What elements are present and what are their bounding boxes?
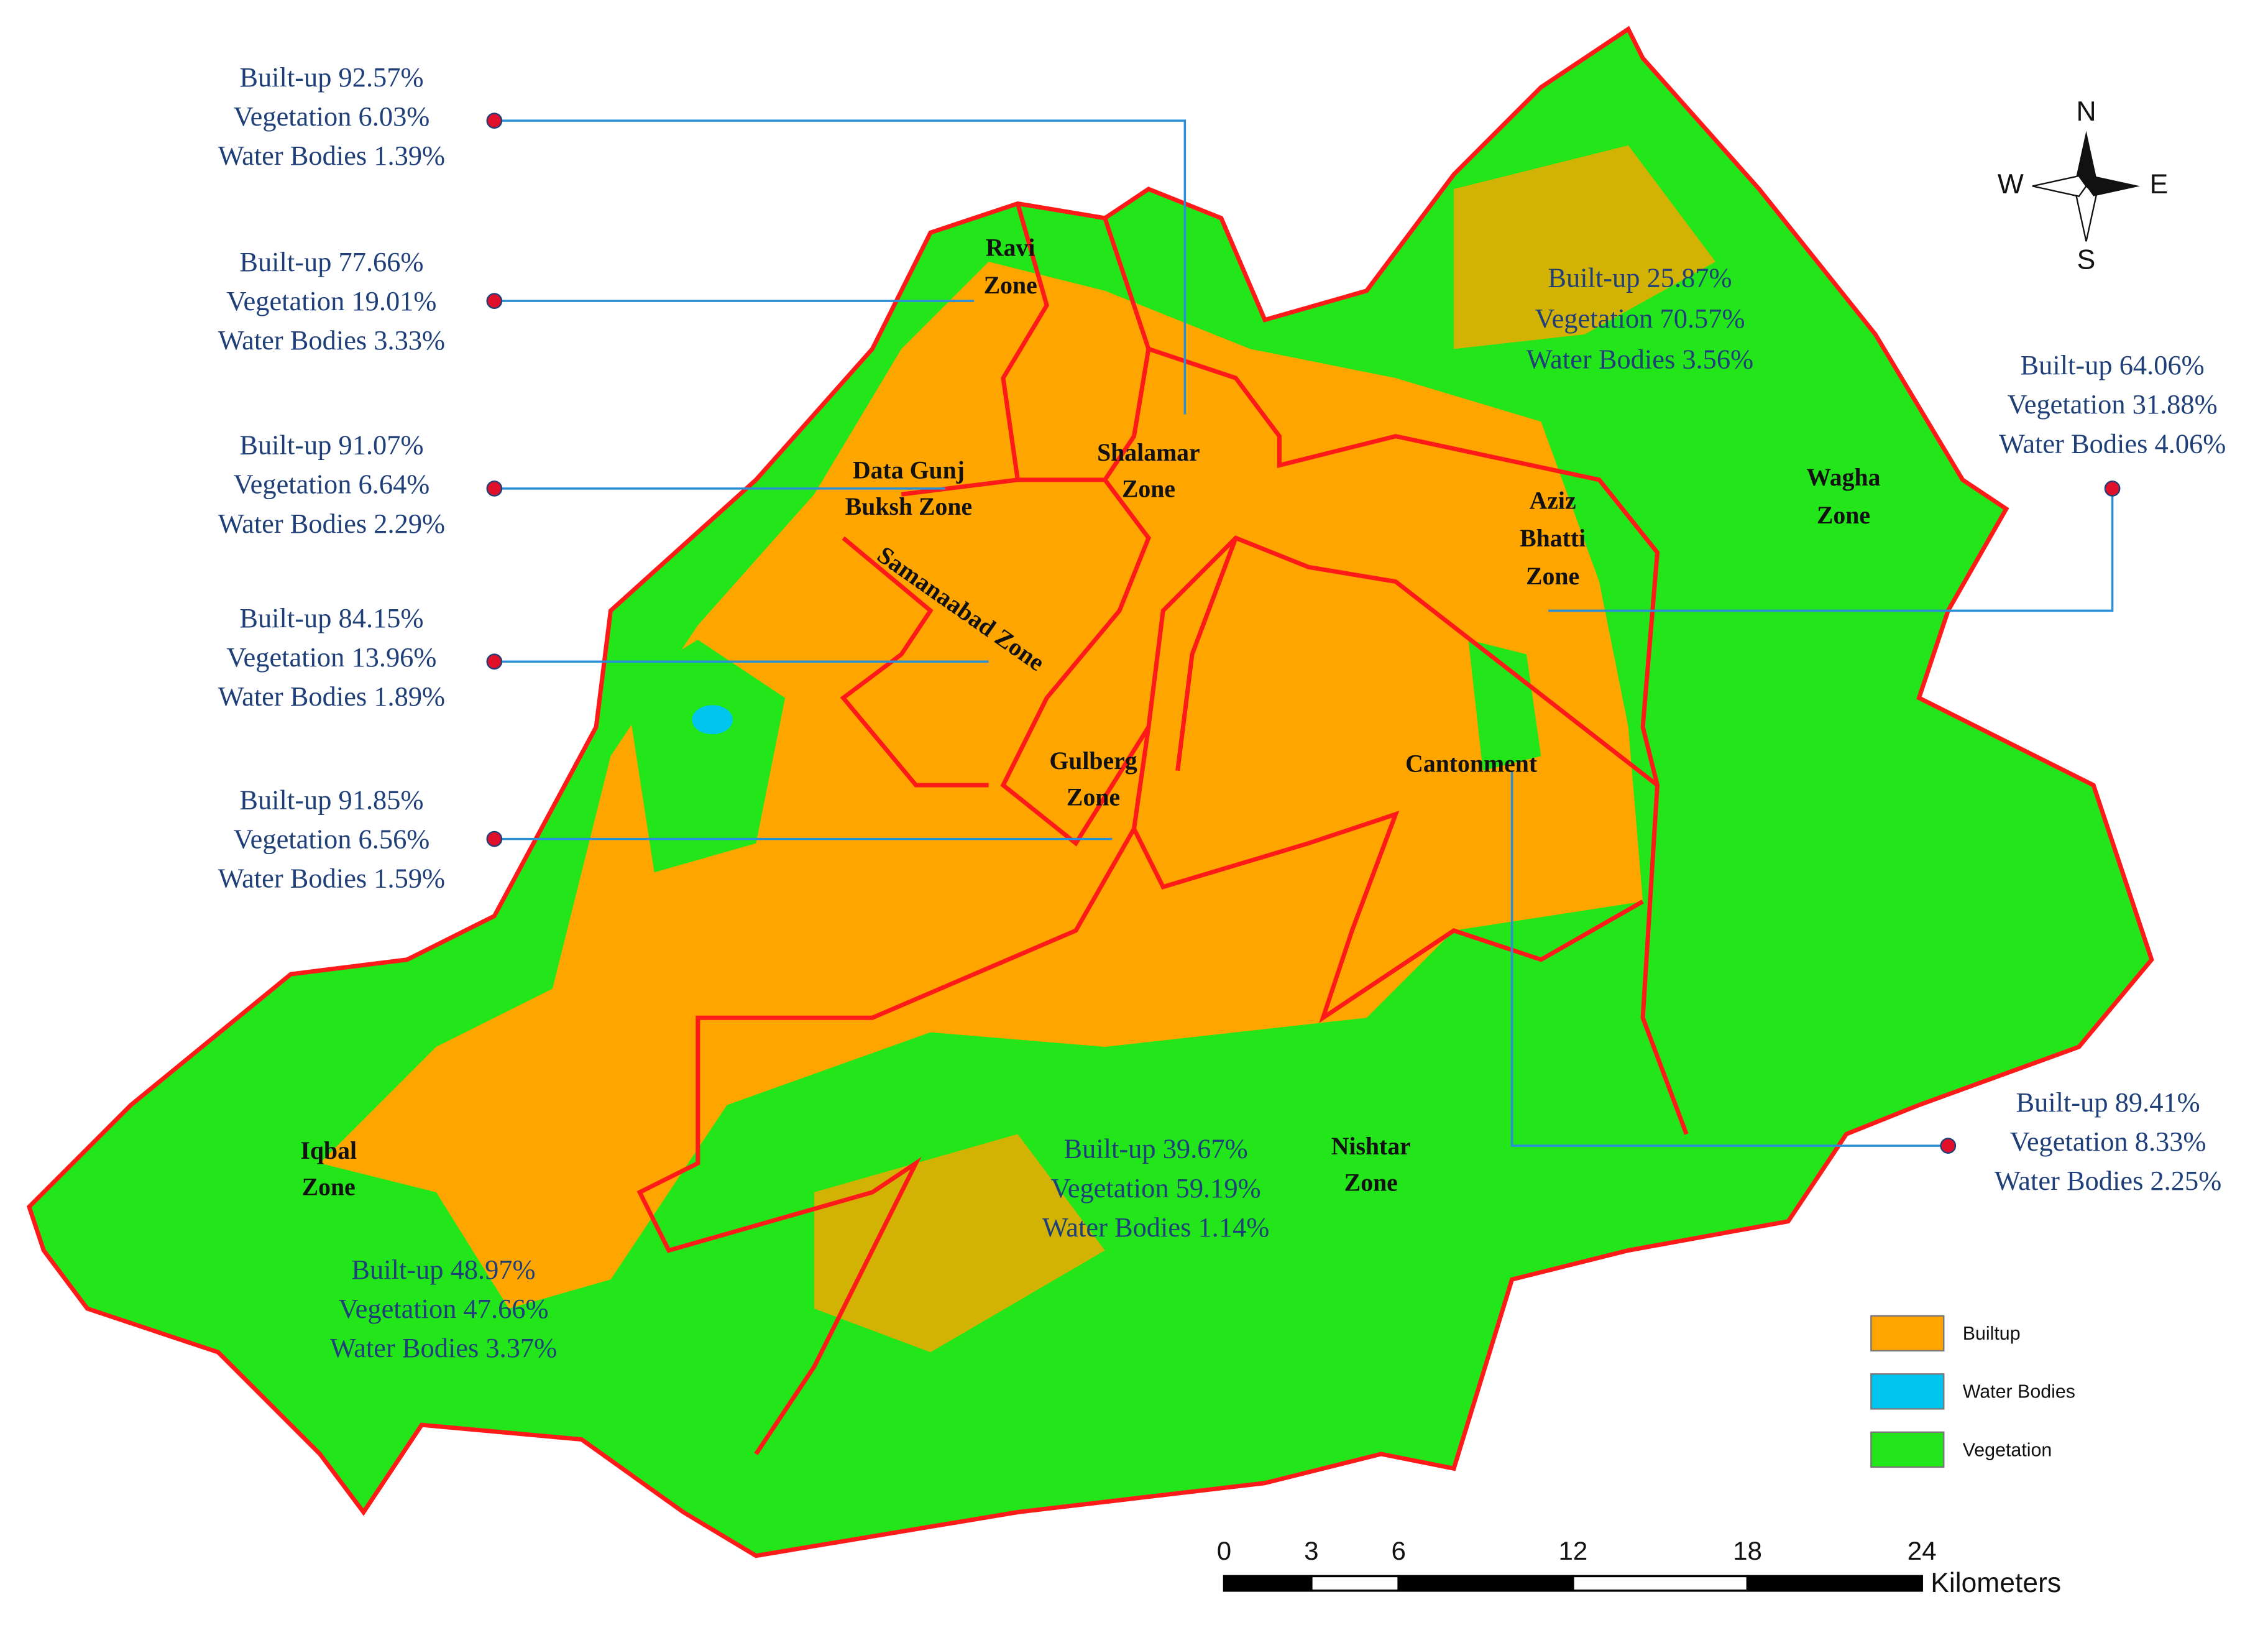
scale-tick-label: 0 (1217, 1536, 1231, 1565)
scale-segment (1572, 1575, 1749, 1592)
zone-statistic: Built-up 84.15% (239, 602, 423, 633)
zone-statistic: Vegetation 6.56% (233, 823, 429, 854)
zone-statistic: Vegetation 59.19% (1051, 1172, 1261, 1203)
legend-swatch (1870, 1315, 1945, 1352)
zone-statistic: Built-up 89.41% (2016, 1087, 2200, 1118)
zone-statistic: Water Bodies 2.25% (1995, 1165, 2221, 1196)
zone-statistic: Vegetation 8.33% (2010, 1126, 2206, 1157)
scale-unit: Kilometers (1931, 1568, 2061, 1598)
zone-statistic: Water Bodies 1.89% (218, 681, 445, 712)
vegetation-patch (1468, 640, 1541, 771)
zone-label: Zone (1526, 563, 1579, 590)
zone-label: Gulberg (1049, 747, 1137, 775)
zone-statistic: Water Bodies 3.56% (1527, 344, 1753, 375)
zone-statistic: Built-up 92.57% (239, 62, 423, 93)
leader-dots (486, 113, 2121, 1154)
compass-label: N (2076, 96, 2096, 127)
zone-label: Bhatti (1520, 525, 1586, 552)
zone-statistic: Built-up 91.85% (239, 784, 423, 815)
zone-statistic: Built-up 77.66% (239, 246, 423, 277)
scale-segment (1397, 1575, 1574, 1592)
zone-statistic: Built-up 91.07% (239, 430, 423, 461)
compass (2032, 131, 2141, 242)
zone-label: Cantonment (1405, 750, 1538, 778)
zone-statistic: Built-up 64.06% (2021, 349, 2205, 380)
zone-statistic: Water Bodies 1.14% (1042, 1212, 1269, 1243)
compass-label: E (2150, 169, 2169, 200)
legend-swatch (1870, 1431, 1945, 1468)
zone-statistic: Water Bodies 1.39% (218, 140, 445, 171)
zone-label: Iqbal (300, 1137, 357, 1164)
zone-statistic: Vegetation 19.01% (226, 285, 436, 316)
scale-tick-label: 12 (1558, 1536, 1587, 1565)
scale-tick-label: 24 (1908, 1536, 1937, 1565)
zone-label: Zone (302, 1173, 356, 1200)
water-body (692, 705, 733, 735)
zone-label: Zone (984, 272, 1037, 299)
zone-label: Zone (1122, 476, 1175, 503)
zone-label: Zone (1344, 1169, 1398, 1196)
scale-tick-label: 6 (1391, 1536, 1405, 1565)
zone-label: Zone (1067, 784, 1120, 811)
scale-tick-label: 3 (1304, 1536, 1318, 1565)
legend-label: Vegetation (1963, 1439, 2052, 1460)
zone-statistic: Vegetation 6.03% (233, 101, 429, 132)
legend-label: Builtup (1963, 1323, 2021, 1344)
legend-label: Water Bodies (1963, 1381, 2075, 1402)
zone-statistic: Vegetation 70.57% (1535, 303, 1745, 334)
zone-statistic: Built-up 48.97% (351, 1254, 535, 1285)
compass-label: W (1998, 169, 2024, 200)
zone-label: Aziz (1530, 487, 1576, 514)
scale-segment (1223, 1575, 1313, 1592)
zone-statistic: Vegetation 13.96% (226, 642, 436, 673)
zone-label: Wagha (1806, 464, 1880, 491)
scale-bar: 0 3 6 12 18 24 Kilometers (1217, 1536, 2061, 1598)
builtup-patch (1454, 145, 1716, 349)
zone-label: Shalamar (1097, 439, 1200, 466)
builtup-patch (814, 1134, 1105, 1353)
zone-label: Ravi (986, 234, 1035, 261)
zone-statistic: Water Bodies 2.29% (218, 508, 445, 539)
vegetation-patch (625, 640, 786, 873)
scale-segment (1746, 1575, 1923, 1592)
scale-segment (1310, 1575, 1400, 1592)
zone-label: Buksh Zone (845, 493, 972, 520)
zone-statistic: Water Bodies 3.33% (218, 324, 445, 356)
zone-boundaries (636, 203, 1689, 1455)
zone-label: Zone (1817, 502, 1870, 529)
compass-label: S (2077, 245, 2096, 275)
zone-label: Data Gunj (853, 456, 965, 484)
zone-statistic: Built-up 39.67% (1064, 1133, 1248, 1164)
zone-label: Nishtar (1331, 1133, 1411, 1160)
scale-tick-label: 18 (1733, 1536, 1762, 1565)
zone-statistic: Water Bodies 1.59% (218, 863, 445, 894)
zone-statistic: Vegetation 6.64% (233, 469, 429, 500)
zone-statistic: Vegetation 31.88% (2008, 389, 2218, 420)
zone-statistic: Water Bodies 3.37% (330, 1332, 557, 1363)
leader-lines (494, 119, 2114, 1147)
zone-statistic: Built-up 25.87% (1548, 262, 1732, 293)
zone-statistic: Vegetation 47.66% (338, 1293, 548, 1324)
legend-swatch (1870, 1373, 1945, 1410)
zone-statistic: Water Bodies 4.06% (1999, 428, 2226, 459)
